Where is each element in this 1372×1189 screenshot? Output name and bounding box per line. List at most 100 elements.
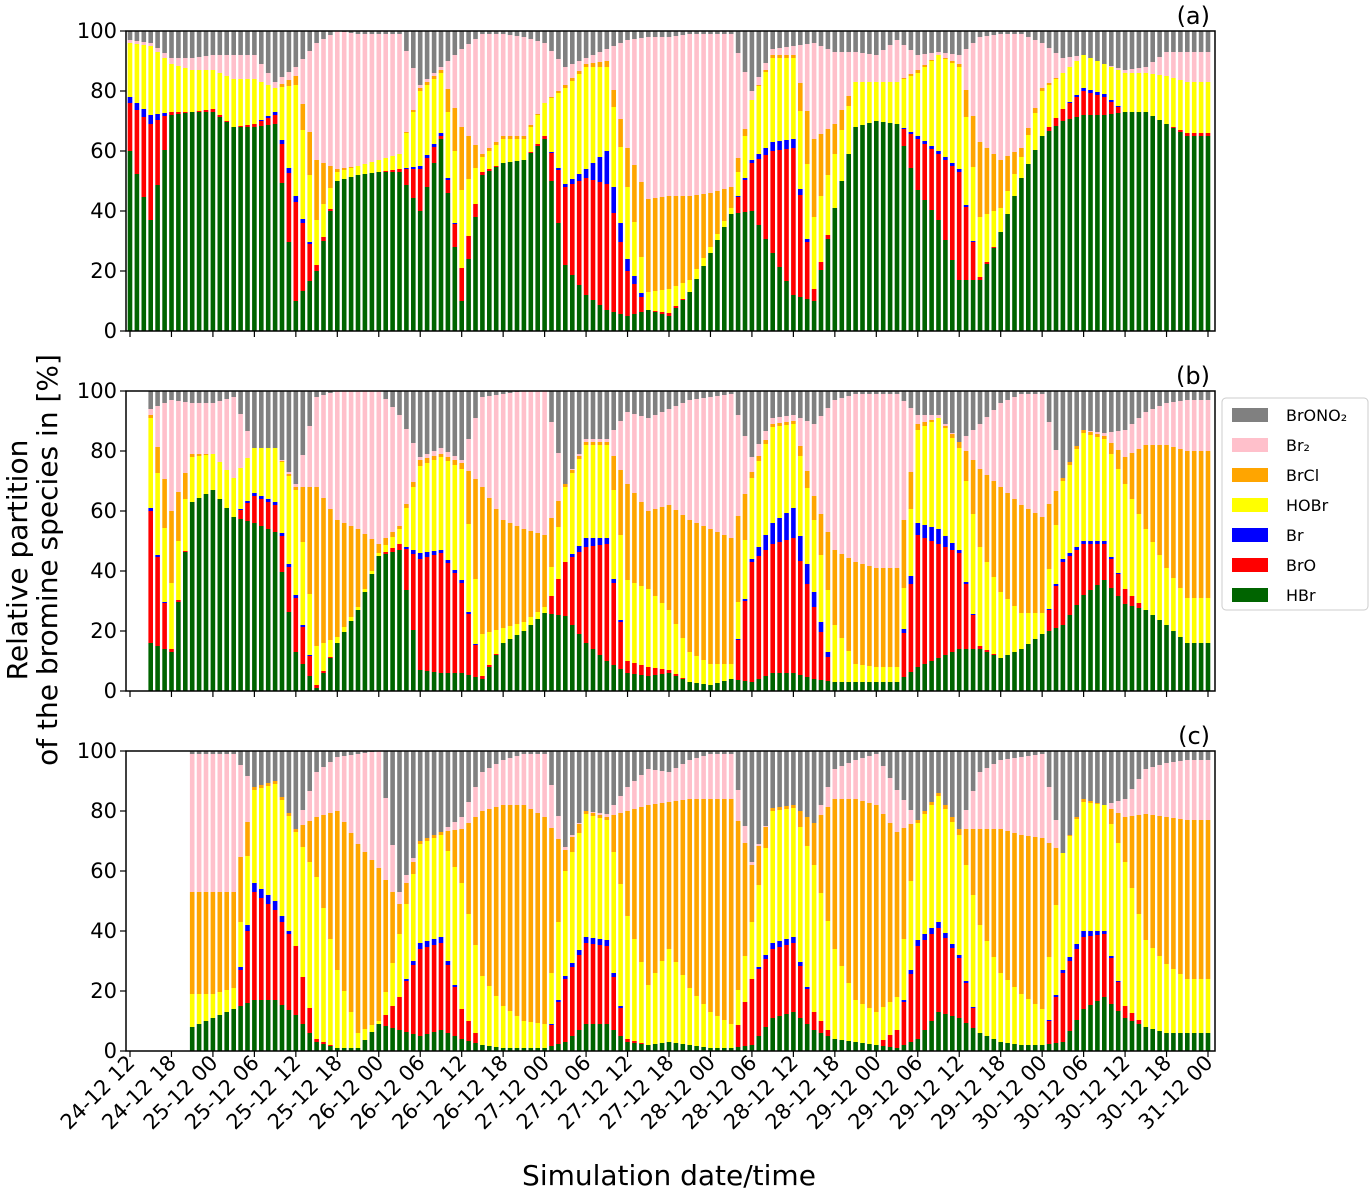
bar-segment-Br2 [597, 52, 603, 62]
bar-segment-BrONO2 [1150, 391, 1155, 409]
bar-segment-Br [798, 962, 803, 966]
bar-segment-HOBr [894, 82, 900, 124]
bar-segment-BrO [1115, 107, 1121, 113]
bar-segment-BrONO2 [196, 31, 202, 57]
bar-segment-Br2 [155, 48, 160, 52]
bar-segment-Br [424, 552, 430, 557]
bar-segment-BrONO2 [417, 31, 423, 85]
bar-segment-HBr [984, 652, 990, 691]
bar-segment-HOBr [549, 973, 554, 1024]
bar-segment-Br2 [908, 50, 914, 74]
bar-segment-HOBr [196, 70, 202, 111]
bar-segment-HOBr [245, 79, 250, 125]
bar-segment-BrONO2 [459, 391, 464, 460]
bar-segment-BrO [1102, 934, 1107, 997]
bar-segment-BrO [922, 538, 927, 664]
bar-segment-BrO [915, 946, 921, 1039]
bar-segment-Br2 [735, 415, 741, 516]
bar-segment-HOBr [293, 490, 299, 595]
bar-segment-Br2 [570, 835, 575, 837]
bar-segment-HOBr [1032, 1004, 1038, 1045]
bar-segment-Br2 [832, 769, 838, 799]
bar-segment-Br [763, 148, 768, 155]
bar-segment-Br2 [148, 409, 153, 415]
bar-segment-HOBr [473, 168, 478, 204]
bar-segment-HOBr [604, 67, 610, 151]
bar-segment-Br [1060, 970, 1066, 973]
bar-segment-HBr [818, 270, 824, 331]
bar-segment-BrO [390, 170, 395, 172]
bar-segment-BrONO2 [1102, 751, 1107, 805]
bar-segment-HOBr [362, 1029, 368, 1040]
bar-segment-Br2 [528, 39, 534, 125]
bar-segment-HOBr [487, 151, 492, 169]
bar-segment-BrCl [984, 148, 990, 214]
bar-segment-HOBr [832, 949, 838, 1039]
bar-segment-BrCl [162, 479, 167, 528]
bar-segment-BrONO2 [722, 391, 727, 395]
y-tick-label: 60 [90, 139, 117, 163]
bar-segment-Br2 [452, 456, 458, 460]
bar-segment-Br2 [687, 34, 692, 196]
bar-segment-HBr [1088, 115, 1093, 331]
bar-segment-BrCl [915, 424, 921, 430]
bar-segment-Br [604, 940, 610, 946]
bar-segment-BrONO2 [1039, 751, 1045, 754]
bar-segment-BrCl [1164, 445, 1169, 568]
bar-segment-BrONO2 [452, 751, 458, 822]
bar-segment-BrONO2 [1205, 31, 1211, 52]
bar-segment-HBr [1164, 625, 1169, 691]
bar-segment-HBr [929, 210, 934, 331]
bar-segment-HBr [1067, 119, 1073, 331]
bar-segment-HOBr [763, 72, 768, 148]
bar-segment-BrONO2 [798, 391, 803, 418]
bar-segment-HBr [936, 220, 941, 331]
bar-segment-BrCl [507, 805, 513, 1011]
bar-segment-BrO [625, 661, 630, 673]
bar-segment-BrONO2 [715, 751, 720, 754]
bar-segment-HOBr [390, 963, 395, 1006]
bar-segment-Br [404, 168, 409, 169]
bar-segment-HOBr [1122, 484, 1128, 589]
bar-segment-HOBr [542, 607, 547, 613]
bar-segment-BrCl [770, 424, 775, 427]
bar-segment-BrONO2 [901, 391, 907, 401]
bar-segment-HOBr [604, 445, 610, 538]
bar-segment-Br [735, 196, 741, 197]
bar-segment-HOBr [666, 289, 672, 313]
bar-segment-Br2 [1171, 52, 1176, 78]
bar-segment-Br [1088, 90, 1093, 93]
bar-segment-HOBr [749, 478, 755, 559]
bar-segment-BrCl [286, 474, 292, 476]
bar-segment-BrO [570, 967, 575, 1036]
bar-segment-Br2 [521, 391, 527, 529]
bar-segment-Br2 [639, 38, 644, 182]
bar-segment-Br2 [1143, 412, 1149, 445]
bar-segment-BrO [770, 151, 775, 253]
bar-segment-BrONO2 [694, 391, 699, 399]
bar-segment-HBr [265, 125, 271, 331]
bar-segment-HOBr [452, 151, 458, 223]
bar-segment-HBr [1157, 120, 1162, 331]
bar-segment-HOBr [431, 460, 437, 551]
bar-segment-Br [438, 550, 444, 553]
bar-segment-Br [915, 940, 921, 946]
bar-segment-BrONO2 [549, 751, 554, 785]
bar-segment-HBr [894, 1048, 900, 1051]
bar-segment-BrCl [977, 469, 983, 547]
bar-segment-HBr [217, 117, 223, 331]
bar-segment-BrONO2 [970, 751, 976, 791]
bar-segment-BrCl [404, 132, 409, 133]
bar-segment-BrO [563, 187, 568, 265]
bar-segment-BrONO2 [929, 391, 934, 415]
bar-segment-HBr [673, 676, 679, 691]
bar-segment-HOBr [1012, 606, 1017, 652]
bar-segment-Br2 [611, 430, 616, 456]
bar-segment-Br2 [1005, 400, 1010, 493]
bar-segment-Br [735, 639, 741, 640]
bar-segment-Br2 [431, 73, 437, 76]
bar-segment-BrONO2 [514, 31, 520, 36]
bar-segment-BrONO2 [245, 391, 250, 431]
bar-segment-Br2 [770, 418, 775, 424]
